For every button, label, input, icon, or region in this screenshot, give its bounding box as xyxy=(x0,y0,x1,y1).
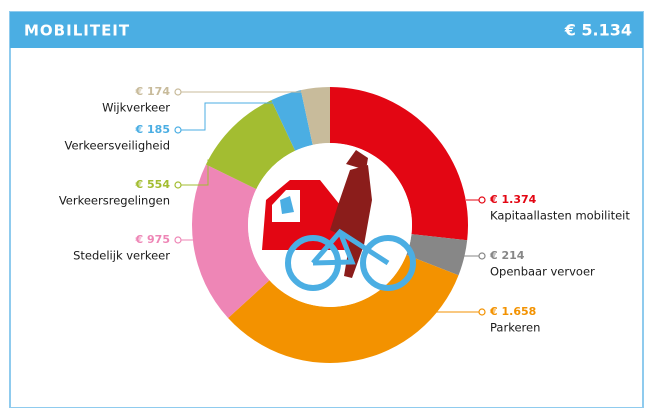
category-label: Stedelijk verkeer xyxy=(73,249,170,263)
category-label: Kapitaallasten mobiliteit xyxy=(490,209,630,223)
leader-dot xyxy=(479,309,485,315)
value-label: € 1.658 xyxy=(489,305,536,318)
icon xyxy=(248,143,413,307)
category-label: Parkeren xyxy=(490,321,540,335)
leader-dot xyxy=(479,253,485,259)
leader-dot xyxy=(175,89,181,95)
category-label: Verkeersveiligheid xyxy=(64,139,170,153)
value-label: € 1.374 xyxy=(489,193,537,206)
value-label: € 185 xyxy=(135,123,170,136)
category-label: Wijkverkeer xyxy=(102,101,170,115)
leader-dot xyxy=(175,127,181,133)
value-label: € 554 xyxy=(135,178,171,191)
leader-dot xyxy=(175,237,181,243)
leader-dot xyxy=(175,182,181,188)
infographic: MOBILITEIT € 5.134 € 1.374 Kapitaallasten… xyxy=(0,0,653,408)
value-label: € 174 xyxy=(135,85,171,98)
value-label: € 975 xyxy=(135,233,170,246)
value-label: € 214 xyxy=(489,249,525,262)
leader-dot xyxy=(479,197,485,203)
category-label: Verkeersregelingen xyxy=(59,194,170,208)
chart-title: MOBILITEIT xyxy=(24,22,130,40)
total: € 5.134 xyxy=(564,21,632,40)
category-label: Openbaar vervoer xyxy=(490,265,595,279)
